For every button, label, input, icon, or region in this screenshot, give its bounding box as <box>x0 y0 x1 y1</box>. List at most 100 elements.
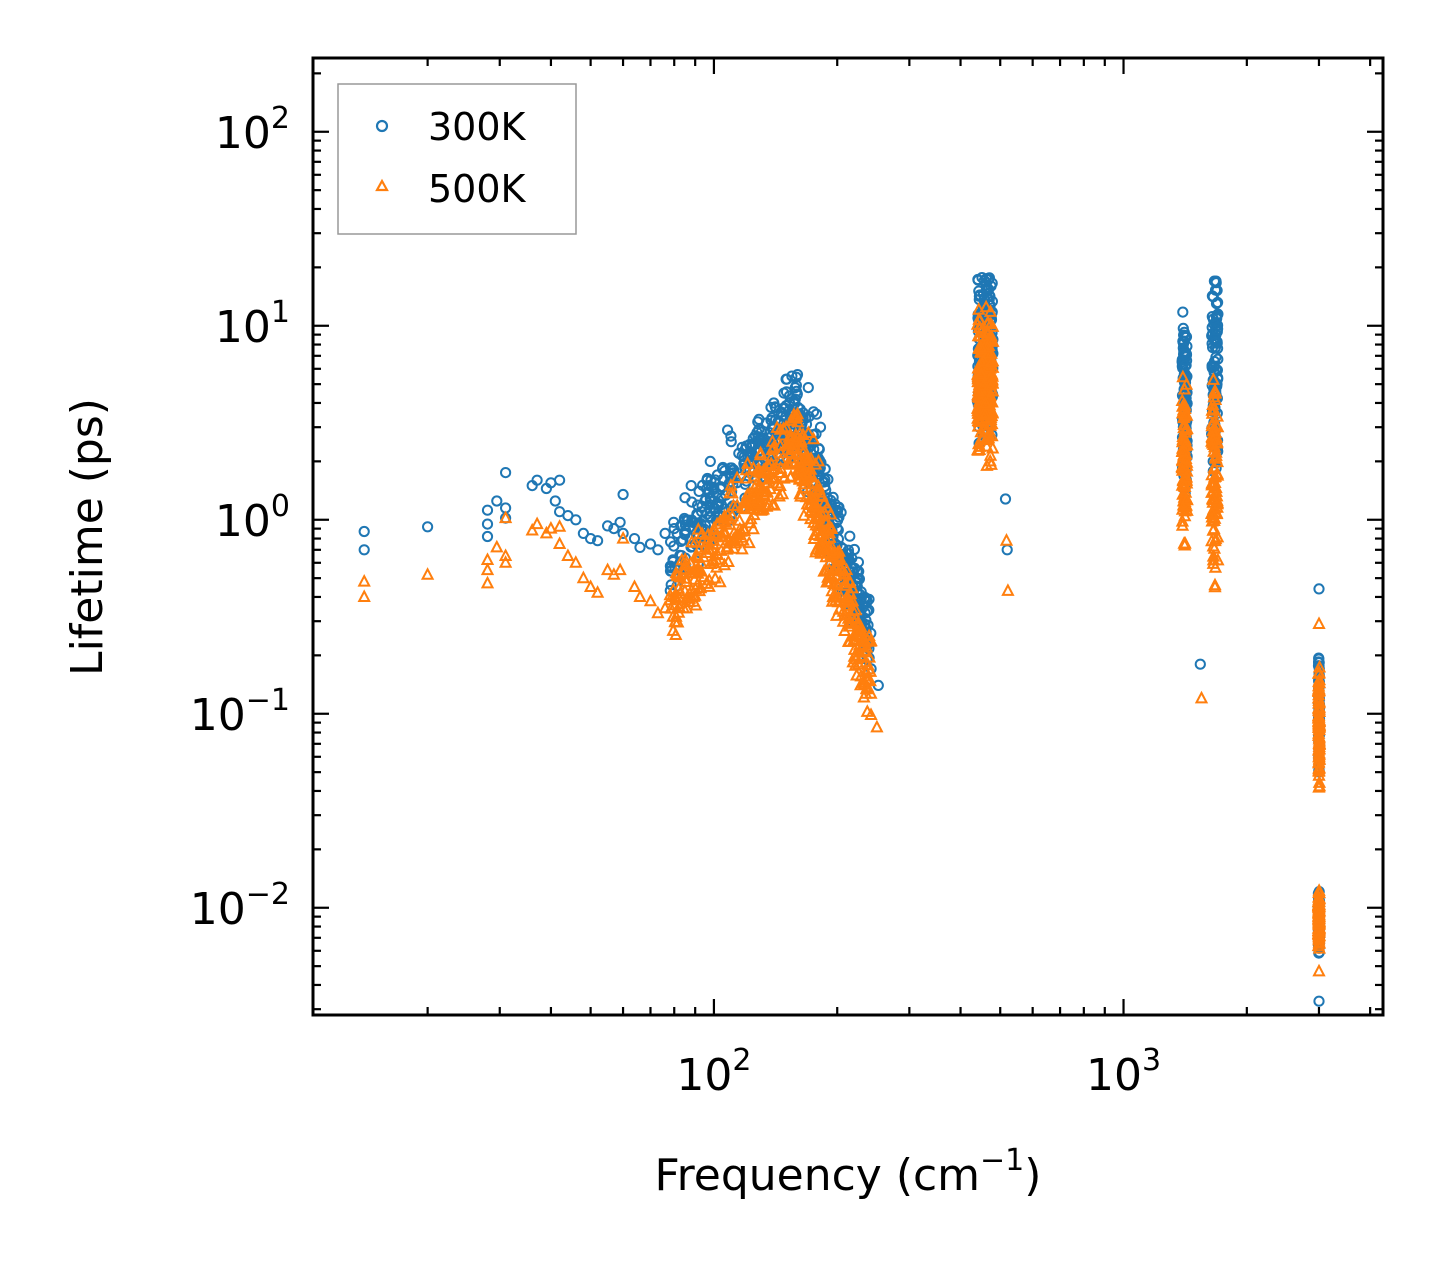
point-500K <box>666 623 680 636</box>
point-300K <box>554 474 566 486</box>
point-300K <box>481 504 494 516</box>
point-500K <box>633 589 647 602</box>
point-500K <box>818 513 832 527</box>
point-500K <box>979 299 993 313</box>
point-500K <box>986 440 1000 454</box>
point-300K <box>1179 368 1191 380</box>
point-300K <box>1210 336 1222 348</box>
point-500K <box>985 354 999 368</box>
y-tick-label: 102 <box>215 101 290 159</box>
point-500K <box>726 541 741 554</box>
point-500K <box>762 471 776 485</box>
point-500K <box>490 539 504 553</box>
point-500K <box>763 481 777 495</box>
point-500K <box>709 559 724 573</box>
point-500K <box>1210 529 1225 543</box>
point-300K <box>699 495 711 507</box>
series-500K <box>357 299 1327 977</box>
point-500K <box>870 719 884 733</box>
point-500K <box>812 481 826 495</box>
point-500K <box>1179 377 1194 390</box>
point-500K <box>809 541 824 555</box>
point-500K <box>1206 523 1220 536</box>
point-300K <box>766 412 778 424</box>
point-500K <box>1312 916 1326 930</box>
point-300K <box>1178 348 1190 360</box>
point-300K <box>829 498 841 510</box>
point-300K <box>1180 373 1192 385</box>
point-500K <box>664 600 678 614</box>
point-500K <box>774 445 788 459</box>
point-500K <box>1206 372 1221 385</box>
point-500K <box>717 557 732 571</box>
point-300K <box>863 604 875 616</box>
point-500K <box>1312 741 1327 755</box>
point-500K <box>1311 700 1326 714</box>
point-500K <box>821 570 835 583</box>
point-500K <box>981 314 995 328</box>
point-500K <box>833 562 848 575</box>
point-300K <box>686 496 698 508</box>
point-500K <box>708 570 722 584</box>
point-300K <box>628 533 641 545</box>
point-500K <box>818 531 833 545</box>
point-500K <box>1312 779 1326 793</box>
point-500K <box>616 530 630 544</box>
point-300K <box>708 476 721 488</box>
point-500K <box>859 663 873 677</box>
point-300K <box>819 474 831 486</box>
point-500K <box>761 457 775 470</box>
point-500K <box>982 377 996 391</box>
point-300K <box>681 515 693 527</box>
legend-box <box>337 83 577 235</box>
point-500K <box>498 548 513 561</box>
point-500K <box>807 515 821 528</box>
point-300K <box>1211 324 1223 336</box>
point-300K <box>677 534 689 546</box>
point-500K <box>1209 385 1223 399</box>
point-500K <box>694 563 708 577</box>
point-300K <box>1212 342 1224 354</box>
point-300K <box>717 461 729 474</box>
point-500K <box>357 573 371 587</box>
point-500K <box>744 511 758 525</box>
point-500K <box>972 302 986 315</box>
point-300K <box>986 277 998 289</box>
point-500K <box>1312 712 1327 726</box>
point-300K <box>728 464 740 476</box>
point-500K <box>853 677 868 691</box>
point-500K <box>974 339 988 353</box>
point-300K <box>852 556 865 568</box>
point-500K <box>1205 477 1219 491</box>
point-500K <box>1312 913 1326 927</box>
point-500K <box>1178 422 1192 436</box>
point-500K <box>754 494 768 507</box>
point-500K <box>525 522 539 536</box>
point-500K <box>725 485 739 499</box>
point-300K <box>1177 306 1189 318</box>
point-500K <box>663 592 677 606</box>
point-300K <box>692 518 704 530</box>
point-300K <box>644 538 657 550</box>
point-500K <box>643 593 658 607</box>
point-500K <box>764 470 779 484</box>
point-500K <box>805 490 819 503</box>
point-300K <box>1313 995 1325 1007</box>
point-300K <box>844 530 856 542</box>
point-300K <box>705 495 717 507</box>
point-500K <box>1311 923 1326 936</box>
point-300K <box>1212 308 1224 320</box>
point-500K <box>357 589 371 602</box>
point-500K <box>1175 444 1190 457</box>
point-300K <box>491 495 503 507</box>
point-300K <box>701 474 713 486</box>
point-500K <box>863 673 877 687</box>
point-500K <box>739 470 754 484</box>
point-300K <box>753 413 765 425</box>
point-500K <box>1312 736 1326 749</box>
point-500K <box>840 589 854 603</box>
point-300K <box>725 436 737 448</box>
point-500K <box>530 516 544 530</box>
point-500K <box>1175 463 1190 476</box>
point-300K <box>652 544 664 556</box>
